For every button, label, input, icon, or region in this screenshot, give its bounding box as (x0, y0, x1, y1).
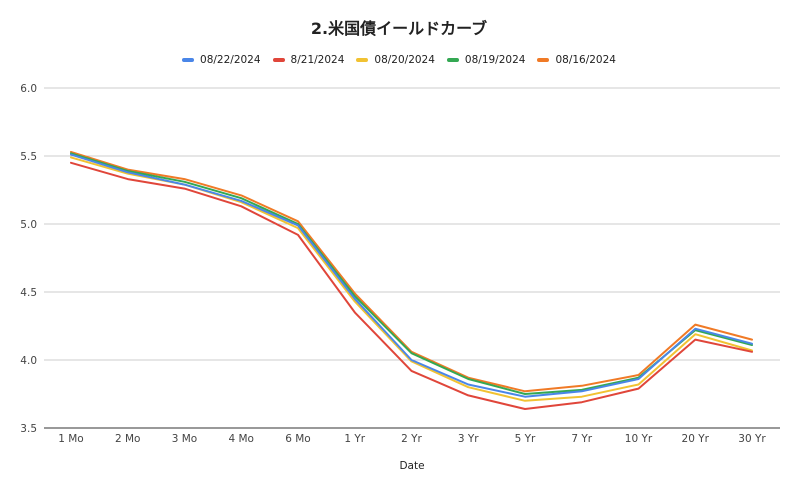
legend-item: 08/16/2024 (537, 54, 616, 66)
legend-item: 08/19/2024 (446, 54, 526, 66)
legend-swatch (356, 58, 369, 62)
x-tick-label: 10 Yr (625, 433, 653, 445)
chart-title: 2.米国債イールドカーブ (310, 19, 488, 38)
legend-swatch (272, 58, 285, 62)
x-tick-label: 1 Mo (58, 433, 84, 445)
legend-label: 08/19/2024 (464, 54, 526, 66)
series-line-0 (70, 153, 753, 398)
series-line-4 (70, 150, 753, 393)
x-tick-label: 3 Yr (458, 433, 479, 445)
x-tick-label: 7 Yr (571, 433, 592, 445)
legend-label: 08/16/2024 (555, 54, 616, 66)
legend-item: 8/21/2024 (272, 54, 345, 66)
x-tick-label: 2 Yr (401, 433, 422, 445)
series-line-3 (70, 152, 753, 395)
legend-label: 08/22/2024 (200, 54, 261, 66)
y-axis-tick-labels: 6.0 5.5 5.0 4.5 4.0 3.5 (20, 83, 37, 435)
legend-item: 08/20/2024 (356, 54, 435, 66)
x-tick-label: 5 Yr (515, 433, 536, 445)
x-tick-label: 4 Mo (228, 433, 254, 445)
legend-label: 08/20/2024 (374, 54, 435, 66)
y-tick-label: 3.5 (20, 423, 37, 435)
x-tick-label: 30 Yr (738, 433, 766, 445)
legend-swatch (537, 58, 550, 62)
x-tick-label: 1 Yr (344, 433, 365, 445)
y-tick-label: 5.0 (20, 219, 37, 231)
gridlines (44, 87, 780, 429)
x-axis-title: Date (399, 460, 424, 472)
legend-swatch (182, 58, 195, 62)
x-tick-label: 3 Mo (172, 433, 198, 445)
y-tick-label: 4.0 (20, 355, 37, 367)
x-tick-label: 6 Mo (285, 433, 311, 445)
legend: 08/22/2024 8/21/2024 08/20/2024 08/19/2024 0… (0, 52, 798, 68)
x-axis-tick-labels: 1 Mo 2 Mo 3 Mo 4 Mo 6 Mo 1 Yr 2 Yr 3 Yr 5 Yr 7 Yr… (58, 433, 766, 445)
series-lines (70, 150, 753, 410)
x-tick-label: 20 Yr (682, 433, 710, 445)
legend-item: 08/22/2024 (182, 54, 261, 66)
x-tick-label: 2 Mo (115, 433, 141, 445)
legend-swatch (446, 58, 459, 62)
legend-label: 8/21/2024 (290, 54, 345, 66)
y-tick-label: 5.5 (20, 151, 37, 163)
y-tick-label: 4.5 (20, 287, 37, 299)
series-line-1 (70, 161, 753, 410)
y-tick-label: 6.0 (20, 83, 37, 95)
